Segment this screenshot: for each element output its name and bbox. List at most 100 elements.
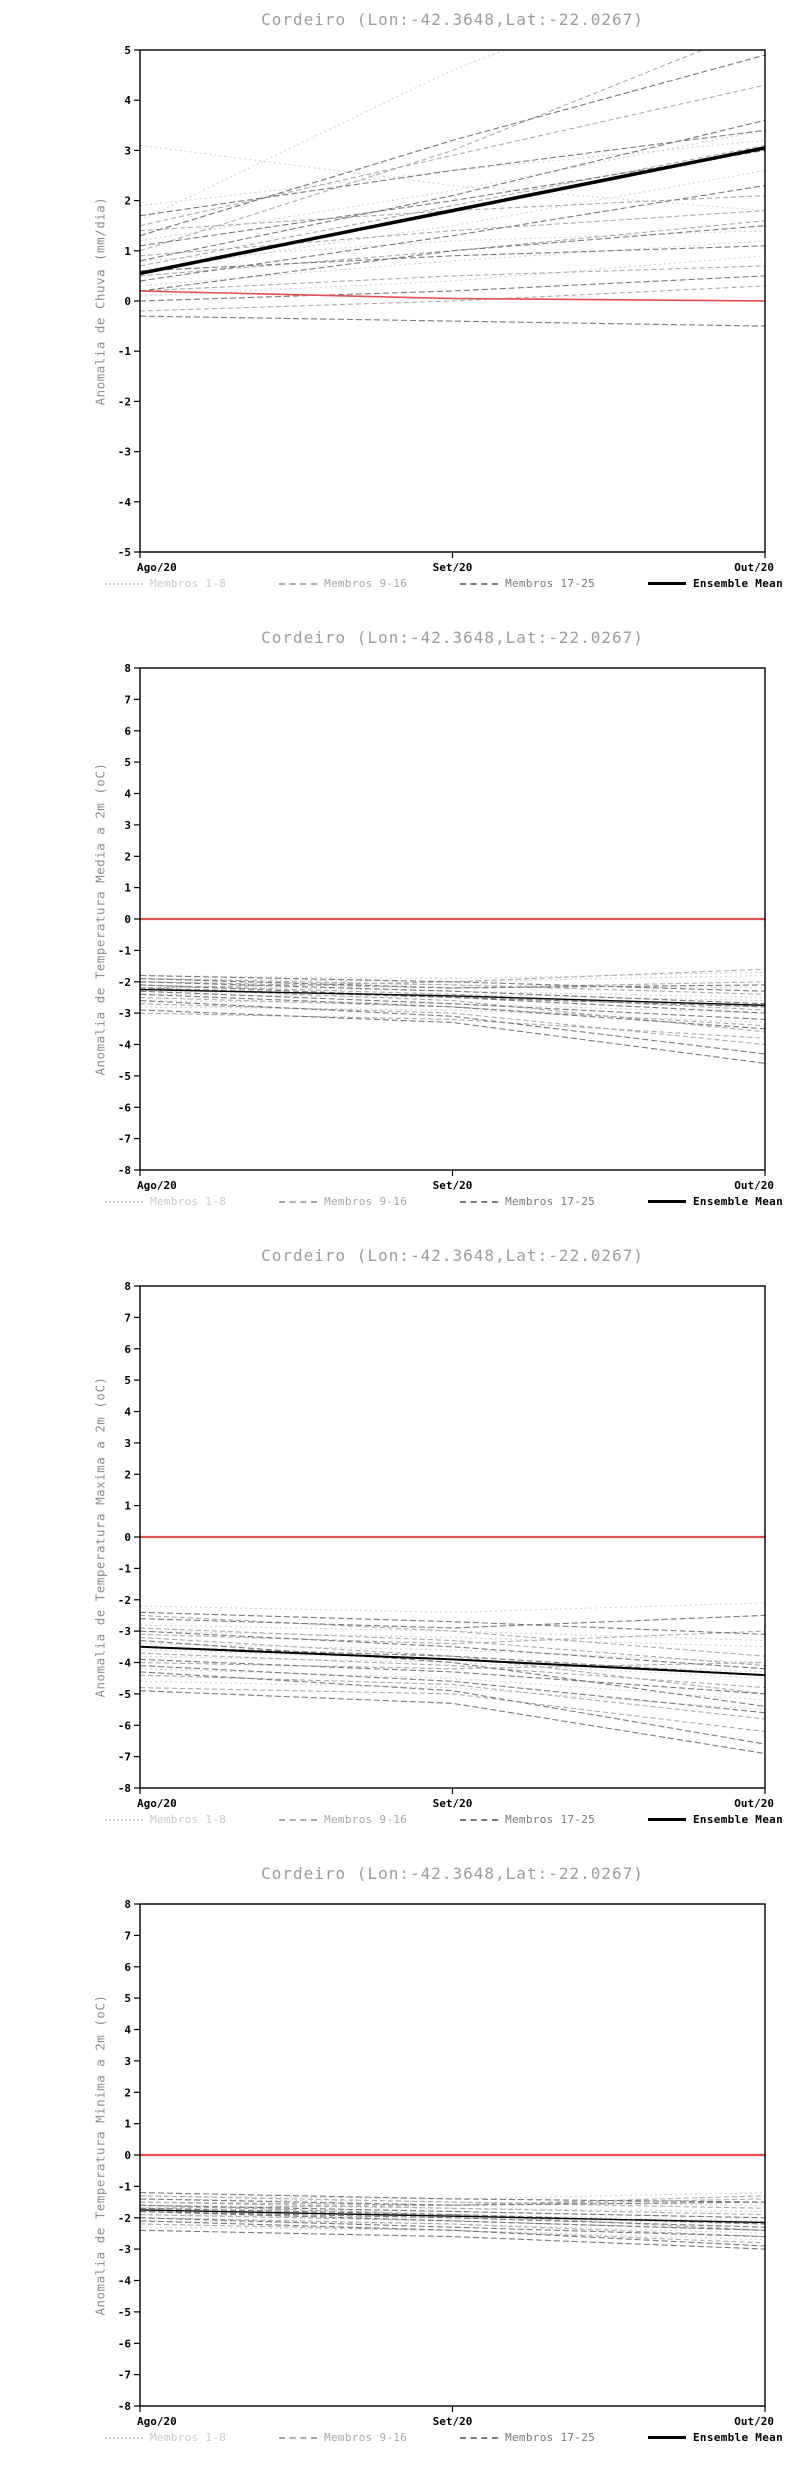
member-line — [140, 2210, 765, 2231]
member-line — [140, 984, 765, 1008]
member-line — [140, 2198, 765, 2206]
x-tick-label: Out/20 — [734, 561, 774, 574]
member-line — [140, 1655, 765, 1679]
y-tick-label: -2 — [118, 395, 131, 408]
y-tick-label: -6 — [118, 1719, 132, 1732]
member-line — [140, 119, 765, 262]
member-line — [140, 1627, 765, 1667]
member-line — [140, 2220, 765, 2247]
x-tick-label: Out/20 — [734, 1797, 774, 1810]
y-tick-label: 1 — [124, 245, 131, 258]
min-temp-plot-area: -8 -7 -6 -5 -4 -3 -2 -1 0 1 2 3 4 5 6 7 8 Ago/20 Set/20 Out… — [118, 1898, 774, 2428]
y-tick-label: 0 — [124, 1531, 131, 1544]
x-tick-label: Ago/20 — [137, 1797, 177, 1810]
legend-item-members-17-25: Membros 17-25 — [460, 1195, 595, 1208]
member-line — [140, 1000, 765, 1055]
y-tick-label: 4 — [124, 94, 131, 107]
member-line — [140, 978, 765, 989]
legend-label: Membros 9-16 — [324, 2431, 408, 2444]
y-tick-label: 3 — [124, 1437, 131, 1450]
ensemble-mean-line-sample — [648, 582, 686, 585]
member-line — [140, 1639, 765, 1707]
member-line — [140, 2214, 765, 2231]
legend-item-members-9-16: Membros 9-16 — [279, 1195, 407, 1208]
y-tick-label: -3 — [118, 2243, 131, 2256]
member-line — [140, 1649, 765, 1673]
y-tick-label: 0 — [124, 913, 131, 926]
member-line — [140, 1658, 765, 1695]
member-line — [140, 2210, 765, 2222]
member-line — [140, 210, 765, 257]
member-line — [140, 1614, 765, 1657]
legend-label: Ensemble Mean — [693, 577, 783, 590]
y-tick-label: 4 — [124, 1406, 131, 1419]
y-tick-label: -3 — [118, 1007, 131, 1020]
plot-frame — [139, 49, 766, 553]
x-tick-label: Ago/20 — [137, 1179, 177, 1192]
y-tick-label: -5 — [118, 2306, 131, 2319]
legend-label: Membros 1-8 — [150, 1813, 227, 1826]
members-9-16-line-sample — [279, 582, 318, 585]
y-tick-label: 4 — [124, 788, 131, 801]
y-tick-label: 1 — [124, 2118, 131, 2131]
y-tick-label: -5 — [118, 1070, 131, 1083]
member-line — [140, 54, 765, 237]
legend-item-members-1-8: Membros 1-8 — [105, 1195, 226, 1208]
members-1-8-line-sample — [105, 1200, 143, 1203]
member-line — [140, 1000, 765, 1014]
member-line — [140, 285, 765, 312]
member-line — [140, 1624, 765, 1642]
member-line — [140, 129, 765, 217]
member-line — [140, 50, 507, 222]
y-tick-label: -1 — [118, 1562, 132, 1575]
member-line — [140, 984, 765, 998]
y-axis-label: Anomalia de Chuva (mm/dia) — [92, 196, 108, 406]
legend: Membros 1-8 Membros 9-16 Membros 17-25 E… — [105, 1195, 783, 1208]
x-tick-label: Out/20 — [734, 2415, 774, 2428]
chart-title: Cordeiro (Lon:-42.3648,Lat:-22.0267) — [261, 1246, 644, 1265]
ensemble-mean-line-sample — [648, 1200, 686, 1203]
legend-item-members-1-8: Membros 1-8 — [105, 577, 226, 590]
legend-label: Ensemble Mean — [693, 2431, 783, 2444]
member-line — [140, 50, 704, 252]
member-line — [140, 2210, 765, 2228]
y-tick-label: 1 — [124, 882, 131, 895]
member-line — [140, 990, 765, 1020]
y-tick-label: -4 — [118, 496, 132, 509]
member-line — [140, 968, 765, 989]
legend-item-ensemble-mean: Ensemble Mean — [648, 577, 783, 590]
legend-item-members-17-25: Membros 17-25 — [460, 2431, 595, 2444]
legend-label: Membros 9-16 — [324, 1813, 408, 1826]
member-line — [140, 2217, 765, 2238]
member-line — [140, 996, 765, 1027]
members-17-25-line-sample — [460, 582, 499, 585]
member-line — [140, 1668, 765, 1701]
ensemble-mean-line — [140, 146, 765, 276]
member-line — [140, 1643, 765, 1664]
member-line — [140, 1003, 765, 1046]
y-tick-label: 7 — [124, 1311, 131, 1324]
y-tick-label: -8 — [118, 2400, 131, 2413]
member-line — [140, 144, 765, 212]
member-line — [140, 84, 765, 227]
y-tick-label: 2 — [124, 1468, 131, 1481]
member-line — [140, 978, 765, 995]
member-line — [140, 1630, 765, 1670]
x-tick-label: Set/20 — [433, 1797, 473, 1810]
y-tick-label: -1 — [118, 2180, 132, 2193]
member-line — [140, 1690, 765, 1755]
member-line — [140, 974, 765, 983]
member-line — [140, 149, 765, 247]
y-tick-label: 8 — [124, 1280, 131, 1293]
member-line — [140, 2195, 765, 2209]
member-line — [140, 2207, 765, 2225]
legend: Membros 1-8 Membros 9-16 Membros 17-25 E… — [105, 1813, 783, 1826]
y-tick-label: 6 — [124, 1343, 131, 1356]
y-tick-label: 8 — [124, 1898, 131, 1911]
legend-label: Membros 1-8 — [150, 2431, 227, 2444]
member-line — [140, 981, 765, 989]
y-tick-label: 0 — [124, 2149, 131, 2162]
y-tick-label: 7 — [124, 1929, 131, 1942]
member-line — [140, 2204, 765, 2231]
plot-frame — [139, 1285, 766, 1789]
